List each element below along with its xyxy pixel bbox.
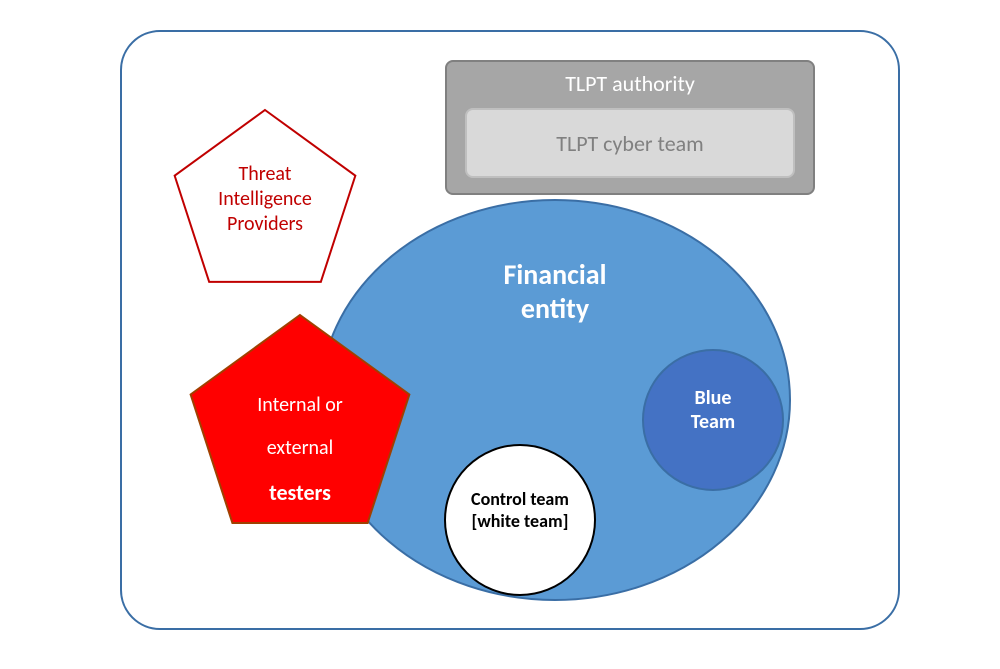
- tlpt-cyber-team-label: TLPT cyber team: [467, 130, 793, 157]
- threat-intel-pentagon: Threat Intelligence Providers: [167, 107, 363, 303]
- testers-red-pentagon: Internal or external testers [red team]: [182, 312, 418, 548]
- blue-team-circle: Blue Team: [641, 348, 785, 492]
- tlpt-authority-label: TLPT authority: [447, 70, 813, 97]
- control-team-circle: Control team [white team]: [443, 443, 597, 597]
- tlpt-cyber-team-box: TLPT cyber team: [465, 108, 795, 178]
- diagram-canvas: Financial entity Blue Team Control team …: [0, 0, 1000, 669]
